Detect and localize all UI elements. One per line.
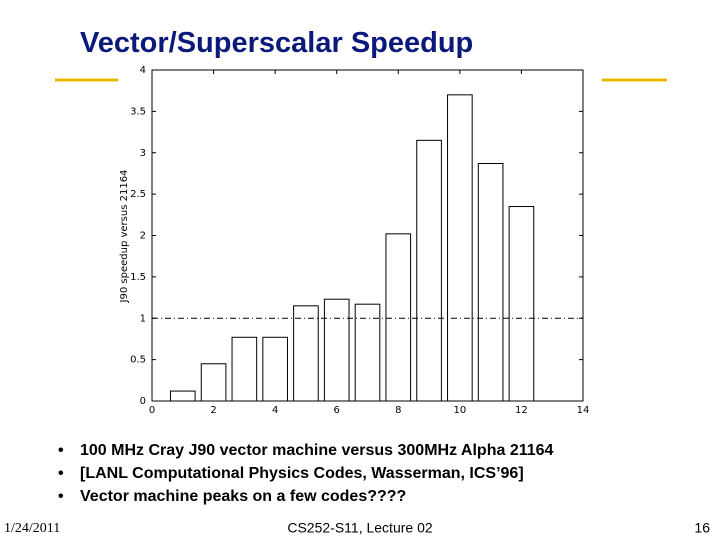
bullet-mark: • (58, 442, 64, 459)
x-tick-label: 2 (210, 405, 216, 416)
footer-page: 16 (694, 520, 710, 536)
slide-title: Vector/Superscalar Speedup (80, 27, 473, 59)
y-tick-label: 0 (140, 396, 146, 407)
y-tick-label: 1.5 (130, 272, 146, 283)
x-tick-label: 12 (515, 405, 528, 416)
y-tick-label: 4 (140, 65, 146, 76)
bar (416, 139, 442, 402)
x-tick-label: 6 (334, 405, 340, 416)
bar (169, 390, 196, 402)
bar (200, 363, 227, 402)
bar (262, 336, 288, 402)
y-axis-label: J90 speedup versus 21164 (119, 170, 130, 304)
bar (354, 303, 381, 402)
bullet: 100 MHz Cray J90 vector machine versus 3… (80, 442, 554, 459)
footer-course: CS252-S11, Lecture 02 (287, 520, 432, 536)
bar (447, 94, 473, 402)
bullet: [LANL Computational Physics Codes, Wasse… (80, 465, 524, 482)
y-tick-label: 2.5 (130, 189, 146, 200)
bullet-mark: • (58, 488, 64, 505)
y-tick-label: 3 (140, 148, 146, 159)
x-tick-label: 8 (395, 405, 401, 416)
bar (293, 305, 319, 402)
y-tick-label: 2 (140, 231, 146, 242)
bar (385, 233, 412, 402)
y-tick-label: 3.5 (130, 106, 146, 117)
bullet-mark: • (58, 465, 64, 482)
x-tick-label: 0 (149, 405, 155, 416)
footer-date: 1/24/2011 (4, 521, 60, 536)
bullet: Vector machine peaks on a few codes???? (80, 488, 406, 505)
x-tick-label: 10 (453, 405, 466, 416)
bar (323, 298, 350, 402)
x-tick-label: 4 (272, 405, 278, 416)
y-tick-label: 1 (140, 313, 146, 324)
bar (477, 163, 504, 402)
bar (231, 336, 258, 402)
bar (508, 206, 535, 402)
x-tick-label: 14 (577, 405, 590, 416)
y-tick-label: 0.5 (130, 355, 146, 366)
